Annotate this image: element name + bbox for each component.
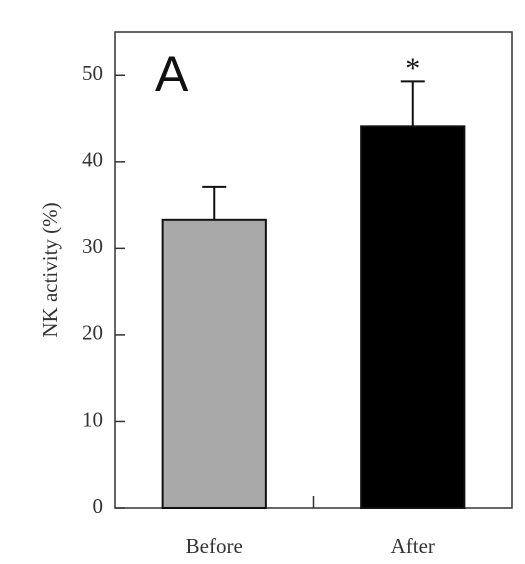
y-tick-label: 10	[82, 407, 103, 431]
y-tick-label: 20	[82, 321, 103, 345]
bar	[161, 218, 267, 509]
y-tick-label: 50	[82, 61, 103, 85]
y-tick-label: 40	[82, 148, 103, 172]
y-tick-label: 30	[82, 234, 103, 258]
bar	[360, 125, 466, 510]
x-tick-label: After	[391, 534, 435, 558]
x-tick-label: Before	[186, 534, 243, 558]
panel-label: A	[155, 46, 189, 102]
y-axis-label: NK activity (%)	[38, 202, 62, 337]
y-tick-label: 0	[93, 494, 104, 518]
significance-marker: *	[405, 52, 420, 85]
